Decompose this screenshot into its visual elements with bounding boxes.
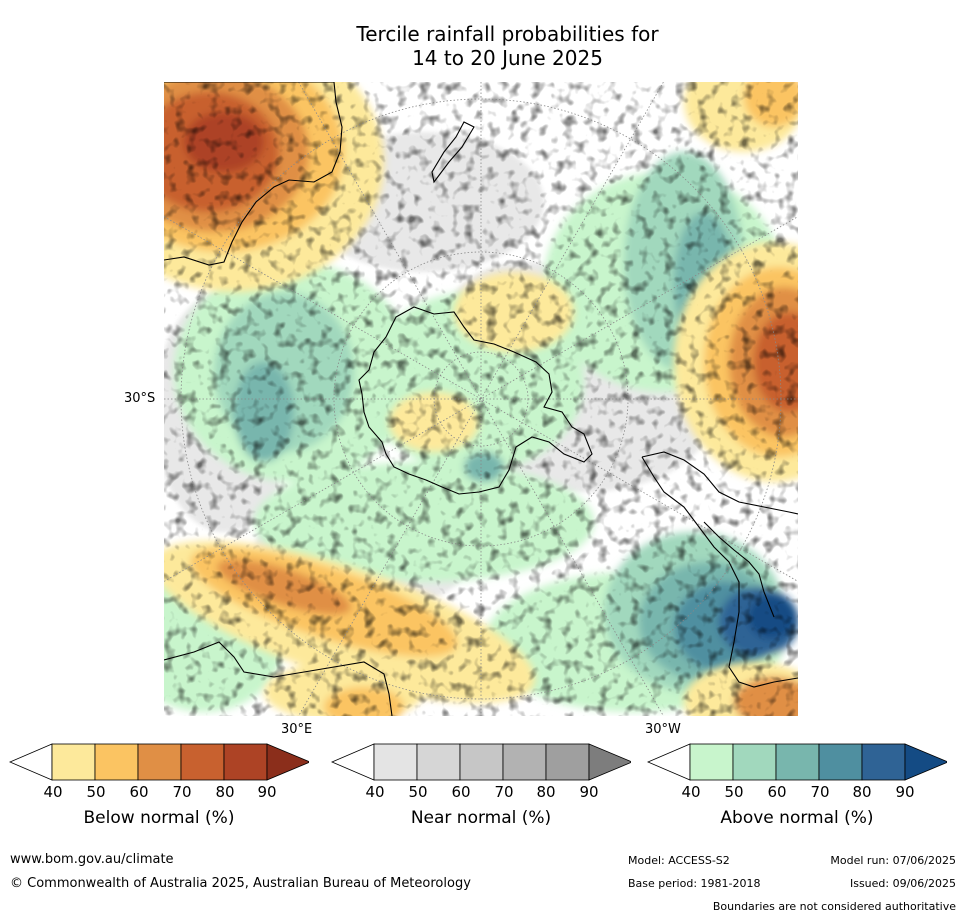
colorbar-segment (137, 743, 182, 781)
above-tick: 40 (681, 783, 701, 801)
colorbar-low-extension (9, 743, 53, 781)
colorbar-segment (373, 743, 418, 781)
colorbar-segment (180, 743, 225, 781)
colorbar-segment (51, 743, 96, 781)
below-tick: 50 (86, 783, 106, 801)
colorbar-high-extension (904, 743, 947, 781)
below-normal-colorbar (9, 743, 309, 781)
above-tick: 50 (724, 783, 744, 801)
colorbar-segment (861, 743, 906, 781)
above-tick: 90 (895, 783, 915, 801)
below-tick: 80 (215, 783, 235, 801)
lon-label-30e: 30°E (281, 722, 313, 737)
title-line-2: 14 to 20 June 2025 (412, 46, 603, 70)
near-tick: 40 (365, 783, 385, 801)
base-period: Base period: 1981-2018 (628, 877, 761, 890)
near-tick: 50 (408, 783, 428, 801)
probability-map (164, 82, 798, 716)
model-name: Model: ACCESS-S2 (628, 854, 730, 867)
colorbar-segment (545, 743, 590, 781)
near-normal-colorbar (331, 743, 631, 781)
below-tick: 90 (257, 783, 277, 801)
below-tick: 40 (43, 783, 63, 801)
chart-title: Tercile rainfall probabilities for 14 to… (0, 22, 965, 70)
colorbar-segment (94, 743, 139, 781)
title-line-1: Tercile rainfall probabilities for (356, 22, 659, 46)
near-tick: 60 (451, 783, 471, 801)
colorbar-low-extension (331, 743, 375, 781)
colorbar-segment (223, 743, 268, 781)
below-tick: 70 (172, 783, 192, 801)
colorbar-segment (459, 743, 504, 781)
model-run-date: Model run: 07/06/2025 (830, 854, 956, 867)
near-normal-label: Near normal (%) (410, 808, 552, 828)
colorbar-high-extension (588, 743, 631, 781)
below-tick: 60 (129, 783, 149, 801)
above-tick: 60 (767, 783, 787, 801)
above-normal-colorbar (647, 743, 947, 781)
website-link[interactable]: www.bom.gov.au/climate (10, 852, 174, 867)
near-tick: 80 (536, 783, 556, 801)
colorbar-segment (732, 743, 777, 781)
graticule-icon (164, 82, 798, 716)
colorbar-low-extension (647, 743, 691, 781)
above-tick: 70 (810, 783, 830, 801)
coastline-icon (164, 82, 798, 716)
near-tick: 90 (579, 783, 599, 801)
colorbar-segment (416, 743, 461, 781)
lon-label-30w: 30°W (645, 722, 681, 737)
issued-date: Issued: 09/06/2025 (849, 877, 956, 890)
colorbar-segment (689, 743, 734, 781)
lat-label-30s: 30°S (124, 391, 156, 406)
near-tick: 70 (494, 783, 514, 801)
colorbar-high-extension (266, 743, 309, 781)
boundaries-note: Boundaries are not considered authoritat… (712, 900, 956, 913)
above-normal-label: Above normal (%) (720, 808, 874, 828)
colorbar-segment (502, 743, 547, 781)
colorbar-segment (818, 743, 863, 781)
copyright-text: © Commonwealth of Australia 2025, Austra… (10, 876, 471, 891)
colorbar-segment (775, 743, 820, 781)
above-tick: 80 (852, 783, 872, 801)
below-normal-label: Below normal (%) (83, 808, 235, 828)
